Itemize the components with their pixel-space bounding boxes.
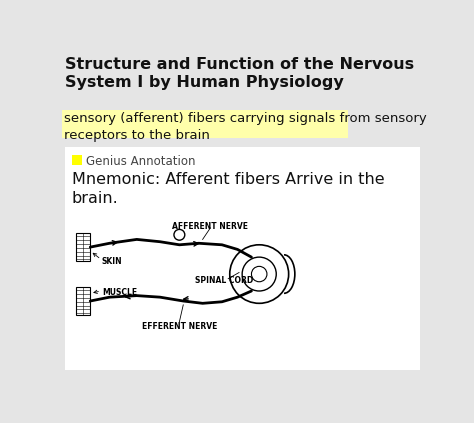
Text: Structure and Function of the Nervous
System I by Human Physiology: Structure and Function of the Nervous Sy…	[65, 57, 415, 90]
Text: MUSCLE: MUSCLE	[102, 288, 137, 297]
Circle shape	[174, 229, 185, 240]
Circle shape	[242, 257, 276, 291]
Bar	[76, 233, 90, 261]
Text: SPINAL CORD: SPINAL CORD	[195, 276, 253, 286]
Text: Mnemonic: Afferent fibers Arrive in the
brain.: Mnemonic: Afferent fibers Arrive in the …	[72, 173, 384, 206]
Circle shape	[251, 266, 267, 282]
FancyBboxPatch shape	[65, 147, 420, 370]
Text: AFFERENT NERVE: AFFERENT NERVE	[173, 222, 248, 231]
Text: Genius Annotation: Genius Annotation	[86, 155, 195, 168]
Bar	[72, 155, 82, 165]
Text: EFFERENT NERVE: EFFERENT NERVE	[142, 322, 217, 331]
Text: sensory (afferent) fibers carrying signals from sensory
receptors to the brain: sensory (afferent) fibers carrying signa…	[64, 112, 427, 142]
Circle shape	[230, 245, 289, 303]
FancyBboxPatch shape	[62, 110, 348, 138]
Bar	[76, 287, 90, 315]
Text: SKIN: SKIN	[102, 257, 122, 266]
